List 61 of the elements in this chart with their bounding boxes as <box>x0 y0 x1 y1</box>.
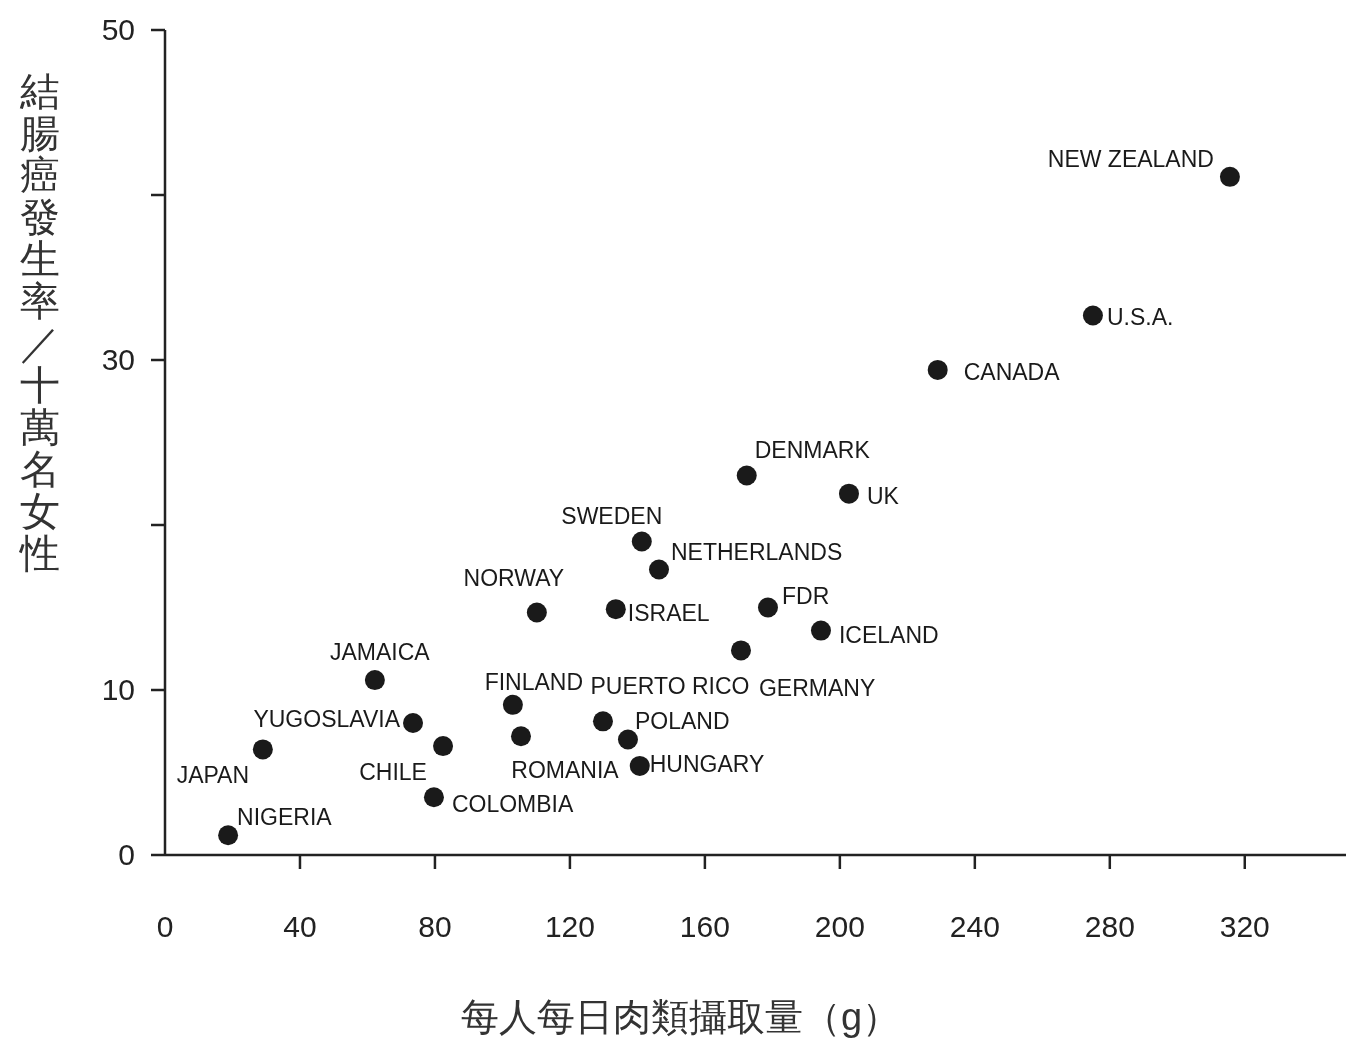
point <box>526 602 547 623</box>
annotation: GERMANY <box>758 675 876 702</box>
annotation: DENMARK <box>754 436 871 463</box>
annotation: NEW ZEALAND <box>1047 145 1214 172</box>
annotation: U.S.A. <box>1106 304 1174 331</box>
point <box>649 559 669 580</box>
point <box>403 713 424 733</box>
point <box>617 729 638 750</box>
annotation: NETHERLANDS <box>671 538 843 565</box>
annotation: COLOMBIA <box>451 791 574 818</box>
annotation: POLAND <box>634 707 730 734</box>
annotation: ICELAND <box>838 621 939 648</box>
point <box>433 736 454 757</box>
point <box>810 620 831 641</box>
x-tick-label: 320 <box>1219 910 1270 943</box>
point <box>252 739 273 760</box>
x-tick-label: 0 <box>156 910 174 943</box>
x-tick-label: 80 <box>418 910 452 943</box>
annotation: FINLAND <box>484 668 584 695</box>
point <box>423 787 444 808</box>
annotation: YUGOSLAVIA <box>253 706 401 732</box>
annotation: CANADA <box>963 358 1061 385</box>
point <box>838 483 859 504</box>
annotation: CHILE <box>359 759 427 786</box>
x-tick-label: 120 <box>544 910 595 943</box>
x-tick-label: 40 <box>283 910 317 943</box>
point <box>605 599 626 620</box>
annotation: NORWAY <box>463 565 565 592</box>
y-tick-label: 30 <box>101 343 135 376</box>
annotation: HUNGARY <box>649 750 765 777</box>
x-tick-label: 240 <box>949 910 1000 943</box>
annotation: JAMAICA <box>330 639 431 666</box>
point <box>730 640 751 661</box>
point <box>927 359 948 380</box>
point <box>629 755 650 776</box>
text: 結腸癌發生率／十萬名女性 <box>20 69 60 575</box>
annotation: ROMANIA <box>511 757 620 784</box>
point <box>592 711 613 732</box>
point <box>757 597 778 618</box>
point <box>364 670 385 691</box>
point <box>1219 166 1240 187</box>
annotation: JAPAN <box>176 762 250 789</box>
annotation: SWEDEN <box>561 502 663 529</box>
point <box>631 531 652 552</box>
point <box>736 465 757 486</box>
y-tick-label: 10 <box>101 673 135 706</box>
annotation: UK <box>866 482 900 509</box>
point <box>1082 305 1103 326</box>
point <box>502 694 523 715</box>
y-tick-label: 50 <box>101 13 135 46</box>
annotation: FDR <box>781 582 830 609</box>
x-tick-label: 280 <box>1084 910 1135 943</box>
annotation: ISRAEL <box>627 600 710 627</box>
point <box>510 726 531 747</box>
x-tick-label: 160 <box>679 910 730 943</box>
x-tick-label: 200 <box>814 910 865 943</box>
point <box>218 825 239 846</box>
y-tick-label: 0 <box>118 838 135 871</box>
x-axis-title: 每人每日肉類攝取量（g） <box>460 996 901 1038</box>
annotation: NIGERIA <box>237 804 333 831</box>
annotation: PUERTO RICO <box>590 673 750 700</box>
